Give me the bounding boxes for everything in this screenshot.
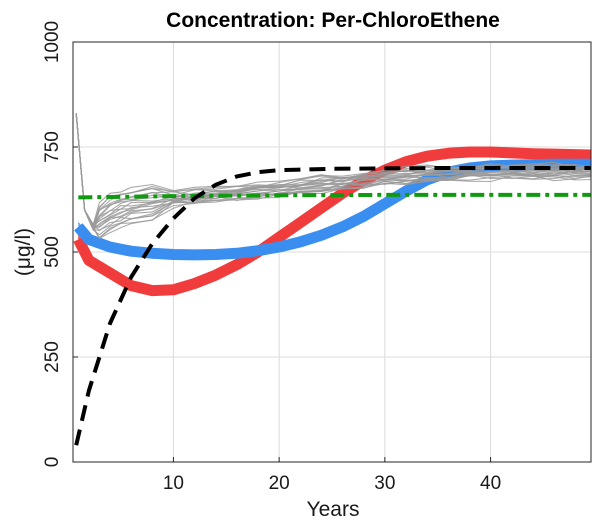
series-gray-line <box>75 113 592 232</box>
series-blue-line <box>77 159 591 252</box>
series-gray-line <box>75 113 592 226</box>
series-black-line <box>74 166 591 446</box>
y-tick-label: 500 <box>42 236 63 268</box>
y-axis-label: (μg/l) <box>12 228 35 276</box>
x-tick-label: 40 <box>480 473 501 494</box>
x-tick-label: 10 <box>163 473 184 494</box>
series-blue-line <box>77 161 591 254</box>
x-tick-label: 20 <box>269 473 290 494</box>
x-tick-label: 30 <box>374 473 395 494</box>
chart-title: Concentration: Per-ChloroEthene <box>166 9 500 32</box>
y-tick-label: 750 <box>42 131 63 163</box>
y-tick-label: 250 <box>42 341 63 373</box>
series-red-line <box>77 149 592 290</box>
series-bands <box>73 113 592 297</box>
series-green-line <box>78 192 591 200</box>
series-red-line <box>77 151 592 292</box>
series-blue-line <box>77 167 591 260</box>
x-axis-label: Years <box>307 498 360 521</box>
series-red-line <box>77 153 592 294</box>
tick-labels: 10 20 30 40 0 250 500 750 1000 <box>42 21 501 494</box>
y-tick-label: 0 <box>42 457 63 468</box>
series-gray-line <box>75 113 592 231</box>
series-red-line <box>77 155 592 296</box>
y-tick-label: 1000 <box>42 21 63 63</box>
series-gray-line <box>75 113 592 227</box>
series-lines <box>74 166 591 446</box>
